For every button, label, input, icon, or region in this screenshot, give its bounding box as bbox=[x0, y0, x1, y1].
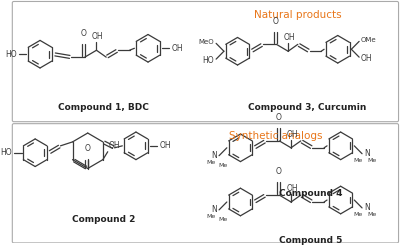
Text: HO: HO bbox=[5, 50, 17, 59]
Text: OH: OH bbox=[283, 33, 295, 42]
FancyBboxPatch shape bbox=[12, 1, 398, 122]
Text: MeO: MeO bbox=[198, 39, 214, 45]
Text: OMe: OMe bbox=[361, 37, 377, 43]
Text: OH: OH bbox=[171, 44, 183, 53]
Text: O: O bbox=[276, 113, 281, 122]
Text: Compound 5: Compound 5 bbox=[279, 236, 342, 246]
Text: Me: Me bbox=[207, 214, 216, 219]
Text: O: O bbox=[272, 17, 278, 26]
Text: Compound 4: Compound 4 bbox=[279, 189, 342, 198]
Text: Me: Me bbox=[207, 160, 216, 165]
Text: N: N bbox=[211, 151, 217, 160]
Text: OH: OH bbox=[361, 54, 373, 63]
Text: Compound 3, Curcumin: Compound 3, Curcumin bbox=[248, 103, 367, 112]
Text: O: O bbox=[81, 29, 87, 39]
Text: HO: HO bbox=[202, 56, 214, 65]
Text: OH: OH bbox=[159, 141, 171, 150]
Text: Me: Me bbox=[354, 212, 363, 217]
Text: N: N bbox=[364, 204, 370, 212]
Text: Natural products: Natural products bbox=[254, 10, 342, 20]
Text: OH: OH bbox=[286, 130, 298, 139]
Text: OH: OH bbox=[92, 32, 103, 41]
Text: O: O bbox=[276, 167, 281, 176]
Text: Synthetic analogs: Synthetic analogs bbox=[229, 131, 322, 141]
Text: OH: OH bbox=[109, 141, 120, 150]
Text: Me: Me bbox=[218, 217, 228, 222]
FancyBboxPatch shape bbox=[12, 124, 398, 243]
Text: Me: Me bbox=[367, 158, 376, 163]
Text: Me: Me bbox=[218, 163, 228, 168]
Text: Me: Me bbox=[367, 212, 376, 217]
Text: HO: HO bbox=[0, 148, 12, 157]
Text: OH: OH bbox=[286, 184, 298, 193]
Text: N: N bbox=[211, 206, 217, 214]
Text: O: O bbox=[85, 144, 91, 153]
Text: Me: Me bbox=[354, 158, 363, 163]
Text: Compound 2: Compound 2 bbox=[72, 215, 135, 224]
Text: Compound 1, BDC: Compound 1, BDC bbox=[58, 103, 149, 112]
Text: N: N bbox=[364, 149, 370, 158]
